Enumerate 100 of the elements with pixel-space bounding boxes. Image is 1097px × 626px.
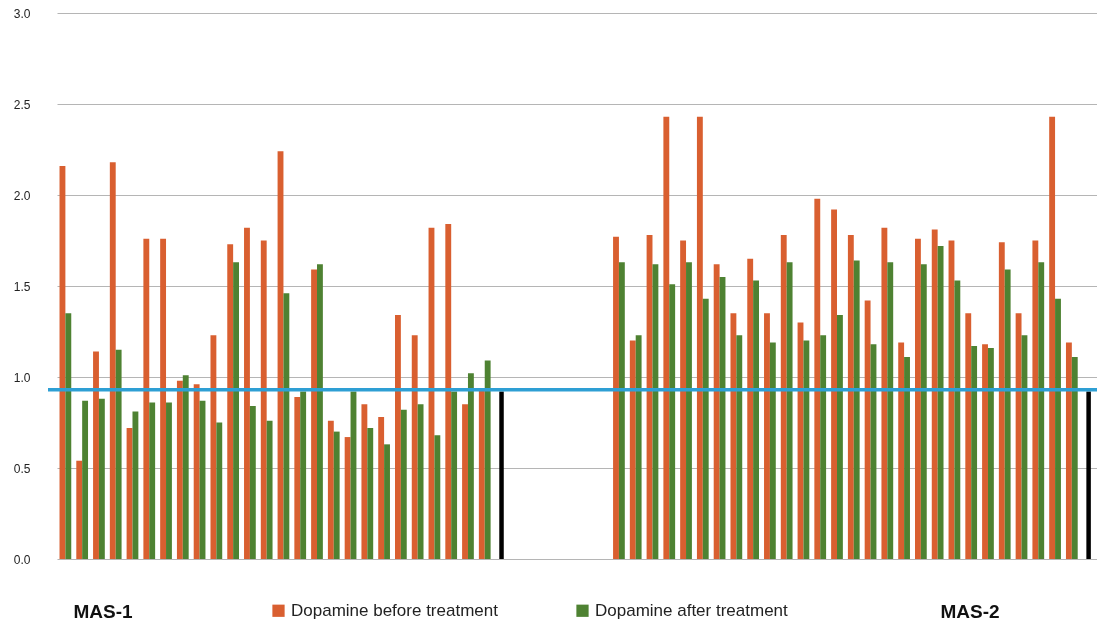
bar — [411, 335, 418, 559]
bar — [864, 300, 871, 559]
bar — [333, 431, 340, 559]
bar — [451, 391, 458, 559]
bar — [98, 398, 105, 559]
bar — [747, 258, 754, 559]
bar — [820, 335, 827, 559]
y-tick-label: 0.0 — [13, 552, 31, 567]
y-tick-label: 2.0 — [13, 188, 31, 203]
bar — [904, 356, 910, 559]
bar — [445, 224, 452, 559]
y-tick-label: 1.0 — [13, 370, 31, 385]
bar — [837, 315, 843, 559]
bar — [367, 427, 374, 559]
bar — [887, 262, 894, 559]
bar — [361, 404, 368, 559]
bar — [652, 264, 659, 559]
bar — [378, 417, 385, 559]
bar — [182, 375, 189, 559]
bar — [216, 422, 223, 559]
bar — [853, 260, 860, 559]
bar — [831, 209, 837, 559]
bar — [786, 262, 793, 559]
bar — [260, 240, 267, 559]
bar — [210, 335, 217, 559]
bar — [965, 313, 972, 559]
bar — [227, 244, 234, 559]
bar — [613, 236, 619, 559]
bar — [1038, 262, 1045, 559]
bar — [1049, 116, 1056, 559]
bar — [686, 262, 692, 559]
bar — [484, 360, 491, 559]
bar — [920, 264, 927, 559]
bar — [395, 315, 401, 559]
text: MAS-1 — [73, 601, 133, 622]
bar — [65, 313, 72, 559]
bar — [898, 342, 905, 559]
bar — [149, 402, 156, 559]
legend-label: Dopamine before treatment — [291, 600, 499, 620]
bar — [132, 411, 139, 559]
bar — [311, 269, 317, 559]
bar — [629, 340, 636, 559]
bar — [499, 391, 504, 559]
y-tick-label: 0.5 — [13, 461, 31, 476]
bar — [233, 262, 239, 559]
bar — [1086, 391, 1091, 559]
bar — [1004, 269, 1011, 559]
bar — [82, 400, 89, 559]
bar — [344, 437, 351, 559]
legend-label: Dopamine after treatment — [595, 600, 789, 620]
bar — [982, 344, 988, 559]
bar — [317, 264, 323, 559]
bar — [93, 351, 99, 559]
bar — [115, 349, 122, 559]
bar — [954, 280, 961, 559]
bar — [696, 116, 703, 559]
bar — [400, 409, 407, 559]
bar — [1015, 313, 1022, 559]
bar — [803, 340, 810, 559]
bar — [143, 238, 150, 559]
bar — [971, 346, 978, 559]
bar — [1032, 240, 1039, 559]
bar — [937, 245, 944, 559]
bar — [193, 384, 200, 559]
bar — [249, 406, 256, 559]
bar — [266, 420, 273, 559]
bar — [467, 373, 474, 559]
bar — [76, 460, 83, 559]
bar — [160, 238, 167, 559]
bar — [244, 227, 250, 559]
bar — [769, 342, 776, 559]
bar — [434, 435, 441, 559]
bar — [780, 235, 787, 559]
bar — [1055, 298, 1061, 559]
y-tick-label: 3.0 — [13, 6, 31, 21]
bar — [669, 284, 676, 559]
bar — [915, 238, 921, 559]
bar — [987, 347, 994, 559]
y-tick-label: 1.5 — [13, 279, 31, 294]
bar — [1071, 356, 1078, 559]
bar — [417, 404, 424, 559]
text: MAS-2 — [940, 601, 1000, 622]
bar — [294, 397, 301, 559]
bar — [736, 335, 743, 559]
bar — [109, 162, 116, 559]
bar — [753, 280, 759, 559]
bar — [814, 198, 821, 559]
bar — [764, 313, 770, 559]
bar — [713, 264, 720, 559]
bar — [730, 313, 737, 559]
bar — [327, 420, 334, 559]
bar — [166, 402, 172, 559]
bar — [384, 444, 390, 559]
y-tick-label: 2.5 — [13, 97, 31, 112]
bar — [1065, 342, 1072, 559]
bar — [462, 404, 468, 559]
bar — [300, 391, 307, 559]
bar — [881, 227, 888, 559]
bar — [998, 242, 1005, 559]
bar — [931, 229, 938, 559]
